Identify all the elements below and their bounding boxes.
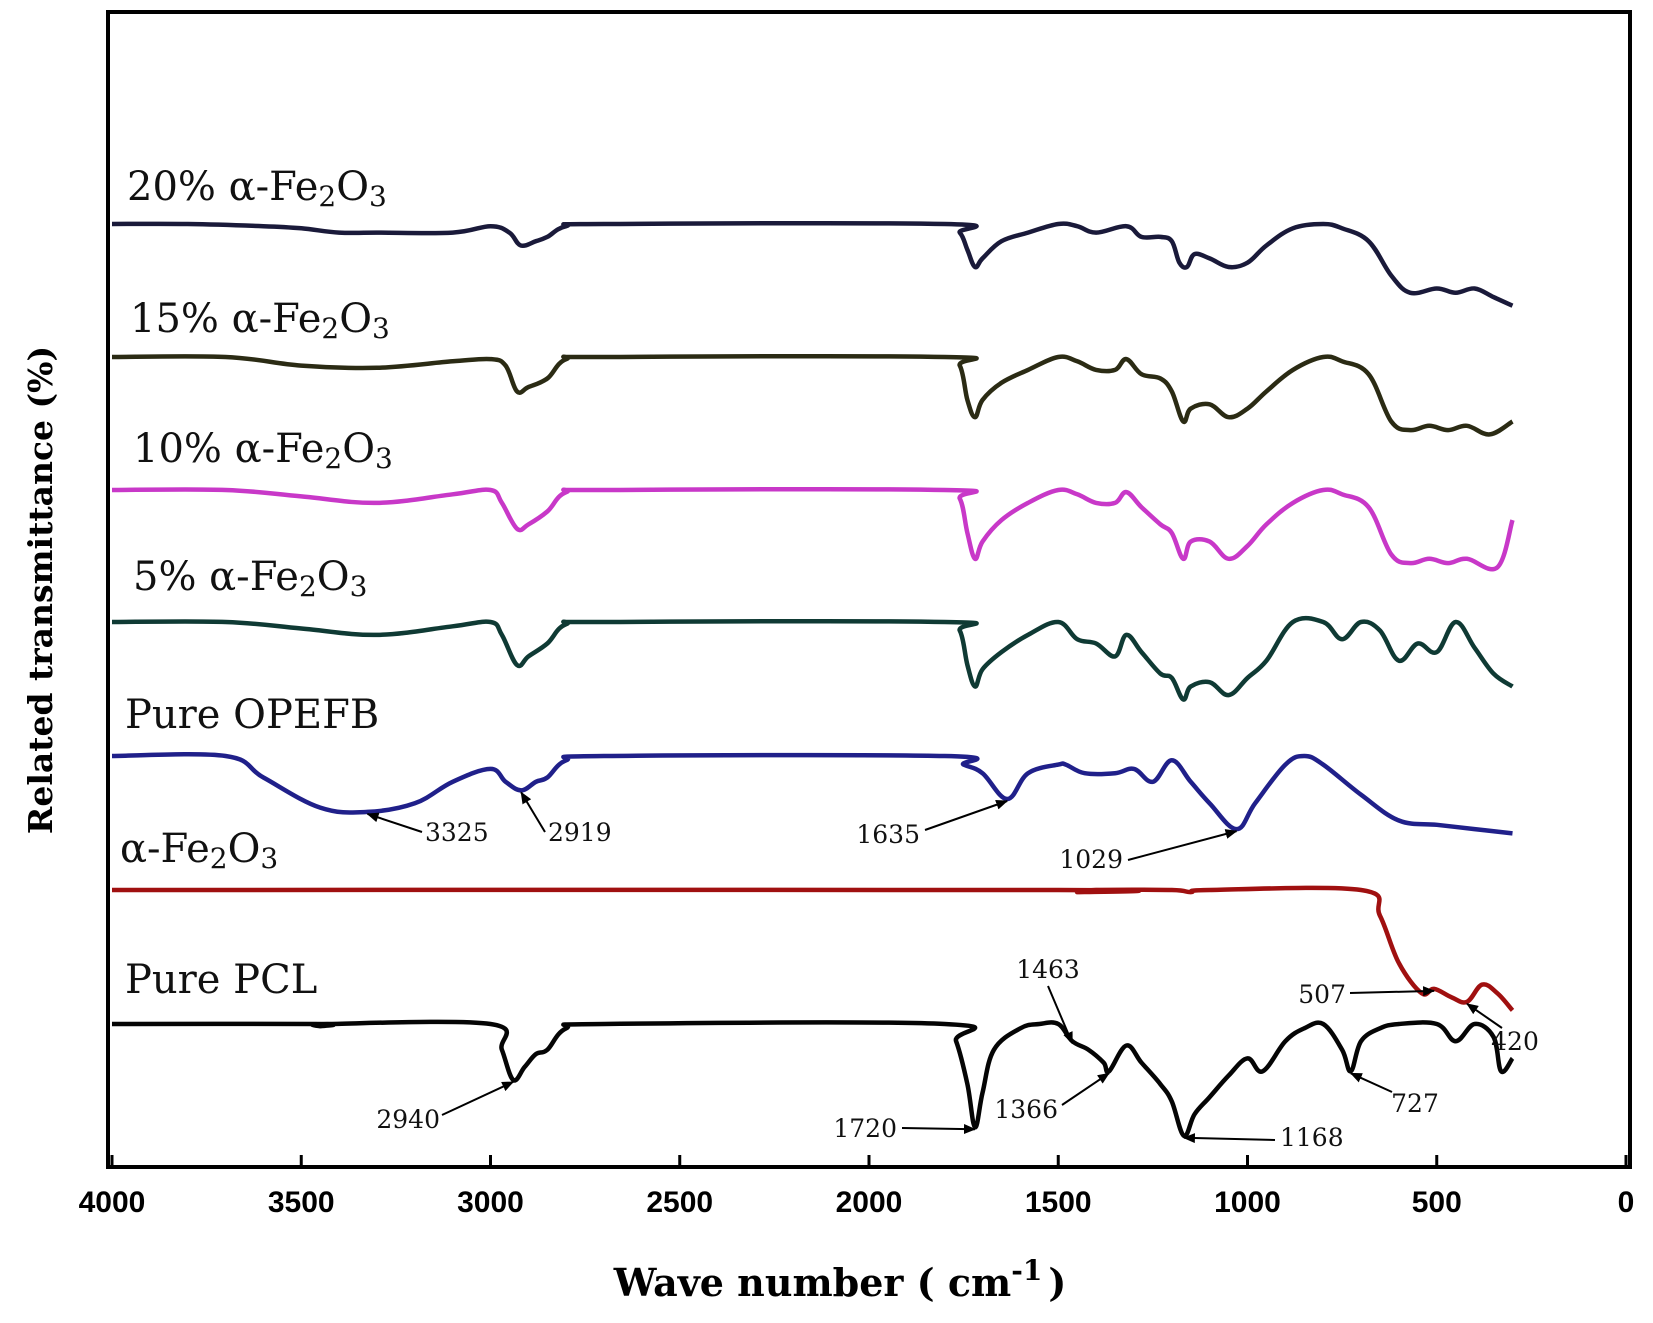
annotation-label-2919: 2919 — [548, 818, 612, 847]
annotation-arrow-2940 — [441, 1080, 515, 1116]
series-line-alpha-fe2o3 — [111, 885, 1515, 1012]
annotation-label-1029: 1029 — [1059, 845, 1123, 874]
x-axis-title: Wave number ( cm-1) — [613, 1254, 1067, 1305]
series-line-5-alpha-fe2o3 — [111, 615, 1514, 702]
x-tick-label-500: 500 — [1412, 1186, 1462, 1219]
annotation-label-1635: 1635 — [856, 820, 920, 849]
series-line-pure-opefb — [111, 752, 1513, 836]
x-tick-label-3000: 3000 — [457, 1186, 524, 1219]
series-label-alpha-fe2o3: α-Fe2O3 — [120, 826, 278, 875]
annotation-label-1463: 1463 — [1016, 955, 1080, 984]
x-axis-title-close: ) — [1048, 1260, 1066, 1305]
series-line-pure-pcl — [111, 1019, 1515, 1139]
series-line-10-alpha-fe2o3 — [111, 486, 1515, 572]
y-axis-title: Related transmittance (%) — [21, 346, 60, 834]
annotation-arrow-1168 — [1182, 1133, 1276, 1144]
annotation-label-1720: 1720 — [833, 1114, 897, 1143]
x-tick-label-0: 0 — [1618, 1186, 1635, 1219]
x-tick-label-1500: 1500 — [1025, 1186, 1092, 1219]
series-label-pure-pcl: Pure PCL — [125, 957, 317, 1003]
annotation-arrow-1720 — [901, 1124, 976, 1135]
annotation-arrow-727 — [1349, 1072, 1393, 1093]
annotation-arrow-1029 — [1127, 829, 1238, 861]
x-tick-label-2500: 2500 — [646, 1186, 713, 1219]
annotation-arrow-1635 — [924, 799, 1009, 831]
series-label-20-alpha-fe2o3: 20% α-Fe2O3 — [127, 164, 387, 213]
series-label-10-alpha-fe2o3: 10% α-Fe2O3 — [133, 426, 393, 475]
x-axis-title-sup: -1 — [1011, 1254, 1042, 1287]
annotation-arrow-2919 — [520, 791, 546, 833]
x-tick-label-1000: 1000 — [1214, 1186, 1281, 1219]
series-label-15-alpha-fe2o3: 15% α-Fe2O3 — [130, 296, 390, 345]
x-axis-title-main: Wave number ( cm — [613, 1260, 1012, 1305]
annotation-label-1366: 1366 — [994, 1095, 1058, 1124]
annotation-arrow-1463 — [1047, 985, 1074, 1045]
series-label-5-alpha-fe2o3: 5% α-Fe2O3 — [133, 554, 367, 603]
annotation-arrow-507 — [1349, 986, 1436, 997]
series-label-pure-opefb: Pure OPEFB — [125, 692, 379, 738]
annotation-label-2940: 2940 — [376, 1105, 440, 1134]
annotation-label-3325: 3325 — [425, 818, 489, 847]
annotation-label-727: 727 — [1391, 1089, 1439, 1118]
annotation-arrow-1366 — [1061, 1072, 1110, 1106]
x-tick-label-2000: 2000 — [836, 1186, 903, 1219]
series-line-15-alpha-fe2o3 — [111, 353, 1514, 437]
annotation-label-507: 507 — [1298, 980, 1346, 1009]
annotation-label-1168: 1168 — [1280, 1123, 1344, 1152]
annotation-arrow-3325 — [366, 812, 423, 833]
annotation-label-420: 420 — [1491, 1027, 1539, 1056]
x-tick-label-3500: 3500 — [268, 1186, 335, 1219]
annotation-arrow-420 — [1466, 1002, 1503, 1029]
series-line-20-alpha-fe2o3 — [111, 220, 1514, 308]
x-tick-label-4000: 4000 — [79, 1186, 146, 1219]
